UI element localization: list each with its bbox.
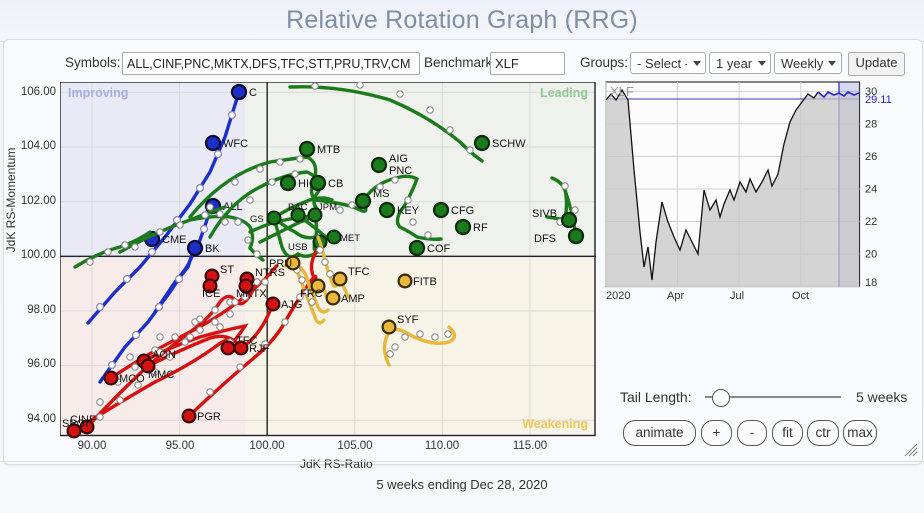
svg-text:PRU: PRU — [269, 258, 292, 270]
svg-text:Jul: Jul — [730, 290, 744, 302]
svg-text:MKTX: MKTX — [236, 288, 267, 300]
svg-text:GS: GS — [250, 214, 264, 225]
svg-text:ICE: ICE — [202, 288, 220, 300]
svg-text:2020: 2020 — [606, 290, 630, 302]
svg-text:Apr: Apr — [667, 290, 684, 302]
svg-text:Weakening: Weakening — [522, 417, 588, 431]
svg-text:Oct: Oct — [792, 290, 809, 302]
svg-text:XLF: XLF — [610, 84, 634, 99]
svg-text:CFG: CFG — [451, 205, 474, 217]
svg-text:SIVB: SIVB — [532, 208, 557, 220]
svg-text:PNC: PNC — [389, 165, 412, 177]
svg-text:24: 24 — [865, 184, 877, 196]
svg-text:MCO: MCO — [119, 373, 145, 385]
svg-text:18: 18 — [865, 277, 877, 289]
svg-text:22: 22 — [865, 216, 877, 228]
svg-text:SPGI: SPGI — [62, 418, 88, 430]
svg-text:KEY: KEY — [397, 205, 420, 217]
svg-text:BK: BK — [205, 243, 220, 255]
svg-text:CME: CME — [162, 234, 186, 246]
svg-text:MMC: MMC — [148, 369, 174, 381]
svg-text:28: 28 — [865, 119, 877, 131]
svg-text:COF: COF — [427, 243, 451, 255]
svg-text:WFC: WFC — [223, 138, 248, 150]
svg-text:AIG: AIG — [389, 153, 408, 165]
svg-text:SCHW: SCHW — [492, 138, 526, 150]
svg-text:MS: MS — [373, 188, 390, 200]
svg-text:Improving: Improving — [68, 86, 128, 100]
svg-text:26: 26 — [865, 151, 877, 163]
svg-text:RJF: RJF — [249, 343, 269, 355]
svg-text:FRC: FRC — [300, 288, 323, 300]
svg-text:DFS: DFS — [534, 233, 556, 245]
svg-text:BAC: BAC — [288, 202, 308, 213]
svg-text:Leading: Leading — [540, 86, 588, 100]
svg-text:TFC: TFC — [348, 266, 369, 278]
svg-text:20: 20 — [865, 249, 877, 261]
svg-text:JPM: JPM — [318, 202, 337, 213]
svg-text:MTB: MTB — [317, 144, 340, 156]
svg-text:FITB: FITB — [413, 276, 437, 288]
svg-text:PGR: PGR — [197, 411, 221, 423]
svg-text:AJG: AJG — [281, 299, 302, 311]
svg-text:C: C — [249, 87, 257, 99]
svg-text:SYF: SYF — [397, 314, 419, 326]
svg-text:RF: RF — [473, 222, 488, 234]
svg-text:29.11: 29.11 — [865, 94, 892, 106]
svg-text:AON: AON — [152, 349, 176, 361]
svg-text:ST: ST — [220, 264, 234, 276]
svg-text:CB: CB — [328, 178, 343, 190]
svg-text:USB: USB — [288, 242, 308, 253]
svg-text:AMP: AMP — [341, 293, 365, 305]
svg-text:MET: MET — [340, 233, 360, 244]
